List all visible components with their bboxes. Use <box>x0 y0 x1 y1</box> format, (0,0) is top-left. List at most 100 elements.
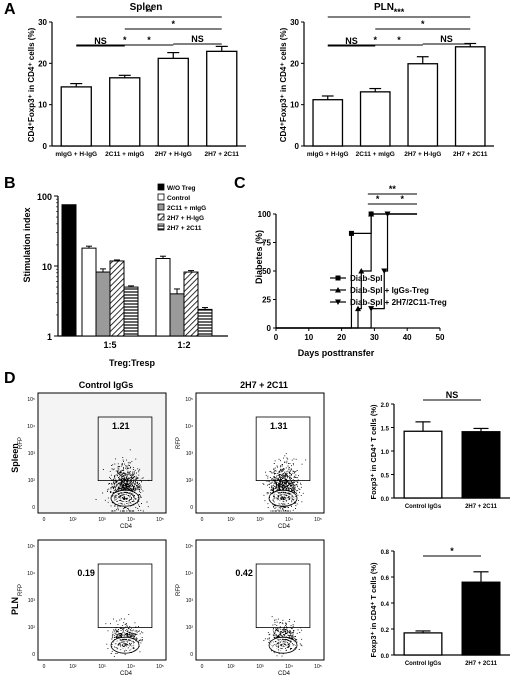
y-tick-label: 30 <box>290 18 299 27</box>
legend-marker <box>335 299 341 305</box>
x-tick-label: Control IgGs <box>405 504 442 510</box>
significance-label: NS <box>345 36 358 46</box>
y-tick-label: 10² <box>28 625 36 631</box>
legend-swatch <box>157 213 165 221</box>
x-tick-label: 10⁴ <box>127 664 135 670</box>
flow-plot-pln-treated: 0 0 10² 10² 10³ 10³ 10⁴ 10⁴ 10⁵ 10⁵ CD4 RFP 0.42 <box>176 539 325 677</box>
x-tick-label: 10² <box>227 517 235 523</box>
density-contour <box>278 642 288 649</box>
density-contour <box>278 495 288 502</box>
x-tick-label: 10² <box>69 517 77 523</box>
gate-percentage: 0.42 <box>235 568 253 578</box>
x-tick-label: 40 <box>403 333 412 342</box>
flow-plot-pln-control: 0 0 10² 10² 10³ 10³ 10⁴ 10⁴ 10⁵ 10⁵ CD4 RFP 0.19 <box>18 539 167 677</box>
y-tick-label: 10 <box>38 101 47 110</box>
y-tick-label: 20 <box>290 59 299 68</box>
y-tick-label: 1.0 <box>381 450 390 456</box>
density-contour <box>112 637 138 653</box>
significance-label: * <box>450 546 454 556</box>
flow-cytometry-grid: Control IgGs 2H7 + 2C11 Spleen PLN 0 0 10²… <box>10 380 325 677</box>
legend-swatch <box>157 193 165 201</box>
bar <box>109 77 141 147</box>
y-tick-label: 0 <box>190 505 193 511</box>
legend-marker <box>335 287 341 293</box>
y-tick-label: 2.0 <box>381 403 390 409</box>
plot-frame <box>195 539 325 661</box>
y-tick-label: 0.2 <box>381 628 390 634</box>
chart-spleen-foxp3: Spleen CD4⁺Foxp3⁺ in CD4⁺ cells (%) 0 10 2… <box>27 2 246 158</box>
x-tick-label: 2H7 + H-IgG <box>155 151 192 158</box>
plot-frame <box>37 539 167 661</box>
y-axis-label: Foxp3⁺ in CD4⁺ T cells (%) <box>369 404 378 500</box>
density-contour <box>274 640 292 651</box>
flow-plot-spleen-control: 0 0 10² 10² 10³ 10³ 10⁴ 10⁴ 10⁵ 10⁵ CD4 RFP 1.21 <box>18 392 167 530</box>
y-tick-label: 10⁴ <box>185 571 193 577</box>
bar <box>403 632 443 656</box>
density-contour <box>274 493 292 504</box>
y-tick-label: 10³ <box>28 598 36 604</box>
legend-swatch <box>157 183 165 191</box>
density-contour <box>110 636 140 654</box>
density-contour <box>270 637 296 653</box>
x-tick-label: 0 <box>201 517 204 523</box>
density-contour <box>116 493 134 504</box>
density-contour <box>268 636 298 654</box>
chart-spleen-foxp3-tcells: Foxp3⁺ in CD4⁺ T cells (%) 0.0 0.5 1.0 1.5 2… <box>369 390 510 510</box>
data-point <box>368 306 375 312</box>
significance-label: * <box>373 35 377 45</box>
x-tick-label: 10⁵ <box>314 664 322 670</box>
col-title-treated: 2H7 + 2C11 <box>240 380 288 390</box>
x-tick-label: 10² <box>69 664 77 670</box>
y-tick-label: 10 <box>42 262 52 272</box>
x-tick-label: 50 <box>436 333 445 342</box>
significance-label: *** <box>394 7 405 17</box>
x-tick-label: 2H7 + 2C11 <box>465 661 498 667</box>
x-tick-label: 2H7 + 2C11 <box>204 151 239 158</box>
y-tick-label: 0 <box>32 652 35 658</box>
x-tick-label: 2H7 + 2C11 <box>453 151 488 158</box>
x-tick-label: 2C11 + mIgG <box>105 151 144 158</box>
y-tick-label: 0.0 <box>381 497 390 503</box>
series-line <box>276 213 418 329</box>
y-axis-label: RFP <box>176 437 182 449</box>
legend-label: Diab-Spl + 2H7/2C11-Treg <box>350 298 447 307</box>
bar <box>454 46 486 147</box>
y-tick-label: 10⁵ <box>27 397 35 403</box>
bar <box>157 57 189 147</box>
significance-label: * <box>123 35 127 45</box>
y-tick-label: 10⁵ <box>185 397 193 403</box>
gate-percentage: 1.21 <box>112 421 130 431</box>
y-tick-label: 10² <box>186 478 194 484</box>
density-contour <box>120 495 130 502</box>
y-tick-label: 0 <box>32 505 35 511</box>
y-axis-label: RFP <box>176 584 182 596</box>
significance-label: NS <box>191 34 204 44</box>
significance-label: NS <box>440 34 453 44</box>
bar <box>461 431 501 499</box>
density-contour <box>270 490 296 506</box>
y-tick-label: 10⁵ <box>27 544 35 550</box>
y-tick-label: 0 <box>190 652 193 658</box>
y-tick-label: 100 <box>37 192 52 202</box>
gate <box>255 563 311 628</box>
legend-label: Control <box>167 195 190 202</box>
significance-label: * <box>376 194 380 204</box>
x-tick-label: mIgG + H-IgG <box>307 151 349 158</box>
bar <box>169 293 185 337</box>
density-contour <box>112 490 138 506</box>
x-tick-label: mIgG + H-IgG <box>55 151 97 158</box>
significance-label: * <box>171 19 175 29</box>
series-line <box>276 213 418 329</box>
y-tick-label: 1 <box>47 332 52 342</box>
legend-label: W/O Treg <box>167 185 196 192</box>
y-tick-label: 10⁴ <box>27 571 35 577</box>
x-tick-label: 10³ <box>98 517 106 523</box>
gate-percentage: 1.31 <box>270 421 288 431</box>
y-axis-label: Diabetes (%) <box>254 230 264 284</box>
y-axis-label: Stimulation index <box>22 207 32 282</box>
x-tick-label: 10 <box>304 333 313 342</box>
y-tick-label: 0 <box>267 324 272 333</box>
x-axis-label: CD4 <box>278 524 291 530</box>
y-tick-label: 10³ <box>28 451 36 457</box>
